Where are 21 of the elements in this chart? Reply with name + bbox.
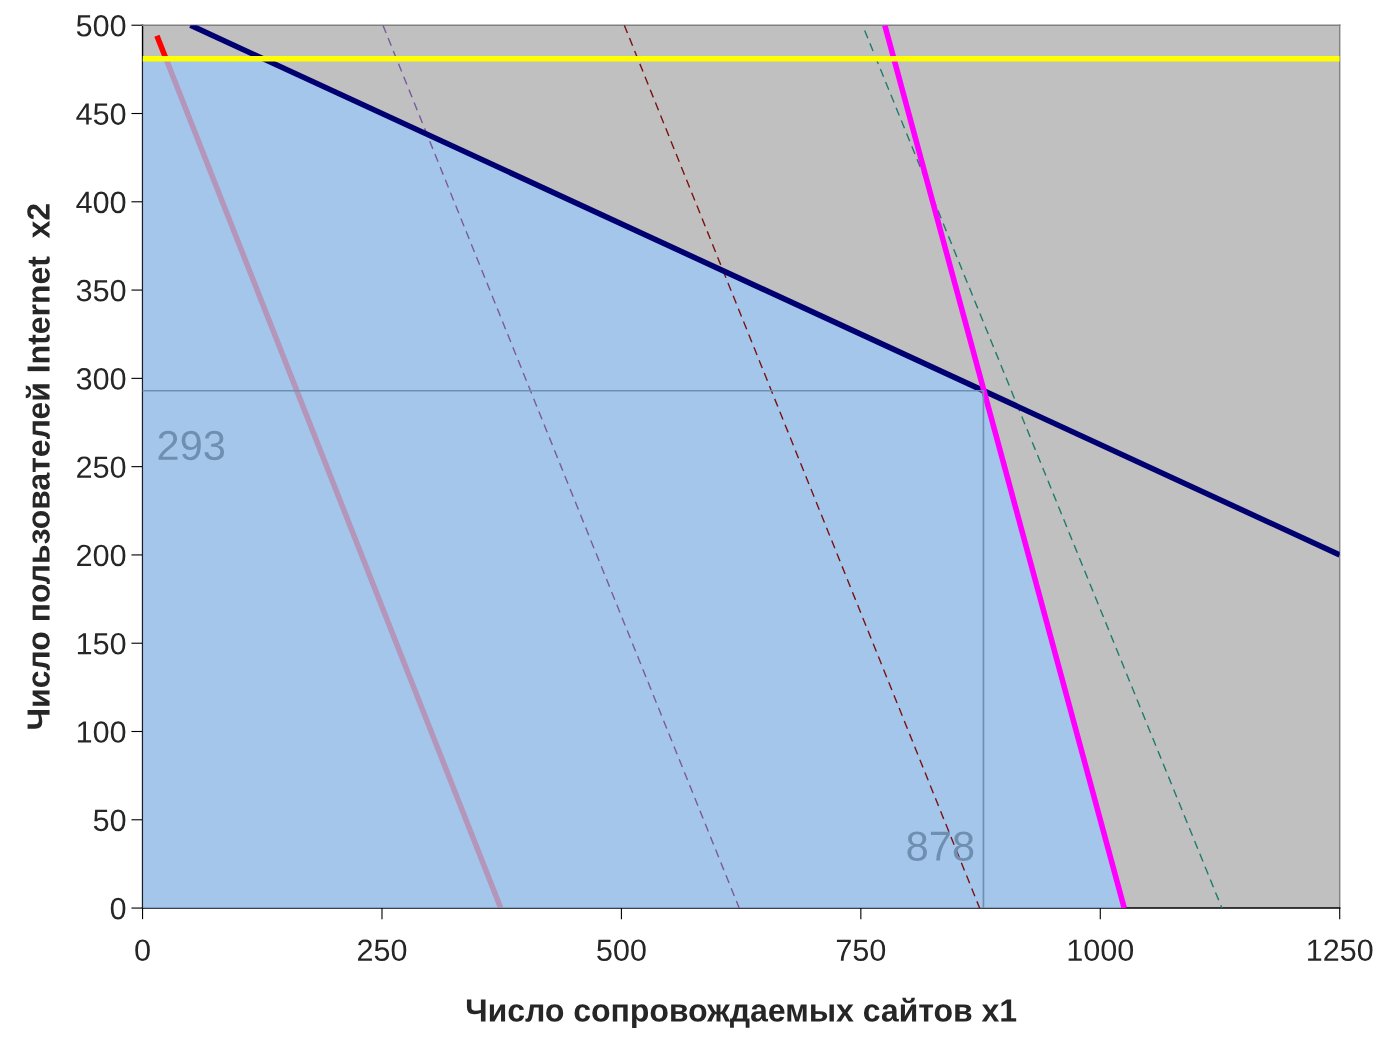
ref-line-label: 878 (907, 831, 974, 861)
y-tick-label: 300 (76, 368, 126, 390)
x-axis-title: Число сопровождаемых сайтов x1 (466, 997, 1017, 1029)
ref-line-label: 293 (158, 430, 225, 461)
x-tick-label: 500 (597, 939, 646, 962)
x-tick-label: 1000 (1068, 939, 1134, 962)
y-tick-label: 100 (77, 721, 126, 743)
y-tick-label: 350 (76, 279, 126, 302)
y-tick-label: 150 (77, 632, 126, 655)
y-tick-label: 400 (76, 191, 126, 214)
y-tick-label: 500 (76, 14, 126, 37)
x-tick-label: 750 (836, 939, 886, 962)
y-tick-label: 450 (76, 103, 126, 125)
x-tick-label: 0 (135, 939, 150, 962)
y-tick-label: 0 (110, 897, 126, 920)
x-tick-label: 1250 (1308, 939, 1373, 962)
y-tick-label: 250 (77, 456, 126, 479)
y-tick-label: 50 (93, 809, 126, 832)
x-tick-label: 250 (358, 939, 407, 962)
y-axis-title: Число пользователей Internet x2 (25, 204, 50, 729)
y-tick-label: 200 (77, 544, 126, 567)
